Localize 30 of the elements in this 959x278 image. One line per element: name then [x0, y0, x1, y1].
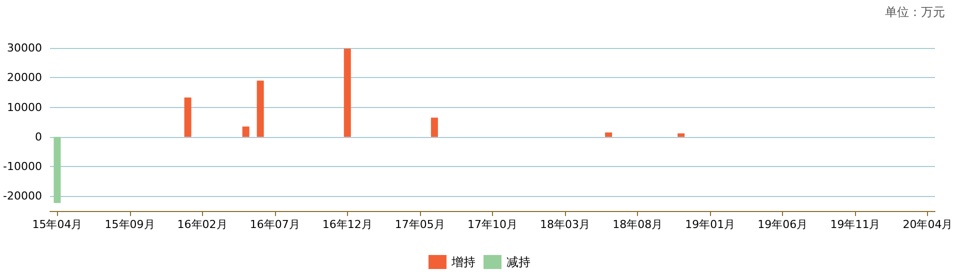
bar: [184, 97, 192, 137]
text: 单位：万元: [885, 5, 945, 19]
y-tick-label: -10000: [2, 160, 42, 174]
bar: [54, 136, 61, 203]
bar: [256, 80, 264, 137]
x-tick-label: 20年04月: [902, 218, 953, 231]
bar: [344, 48, 351, 137]
x-tick-label: 16年07月: [250, 218, 300, 231]
x-tick-label: 16年12月: [322, 218, 372, 231]
bar: [605, 132, 612, 137]
y-tick-label: 10000: [6, 100, 42, 114]
x-tick-label: 19年01月: [685, 218, 736, 231]
x-tick-label: 15年04月: [32, 218, 82, 231]
y-tick-label: 0: [34, 130, 42, 144]
y-tick-label: 20000: [6, 71, 42, 84]
x-tick-label: 19年06月: [758, 218, 808, 231]
x-tick-label: 18年08月: [612, 218, 663, 231]
x-tick-label: 17年10月: [467, 218, 518, 231]
y-tick-label: -20000: [2, 190, 42, 203]
bar: [430, 118, 438, 137]
legend-label: 减持: [506, 255, 530, 269]
bar: [678, 133, 685, 137]
x-tick-label: 16年02月: [177, 218, 228, 231]
bar: [242, 126, 250, 137]
x-tick-label: 15年09月: [104, 218, 155, 231]
x-tick-label: 19年11月: [830, 218, 880, 231]
x-tick-label: 17年05月: [394, 218, 445, 231]
x-tick-label: 18年03月: [540, 218, 590, 231]
y-tick-label: 30000: [6, 42, 42, 54]
legend-label: 增持: [450, 255, 476, 269]
